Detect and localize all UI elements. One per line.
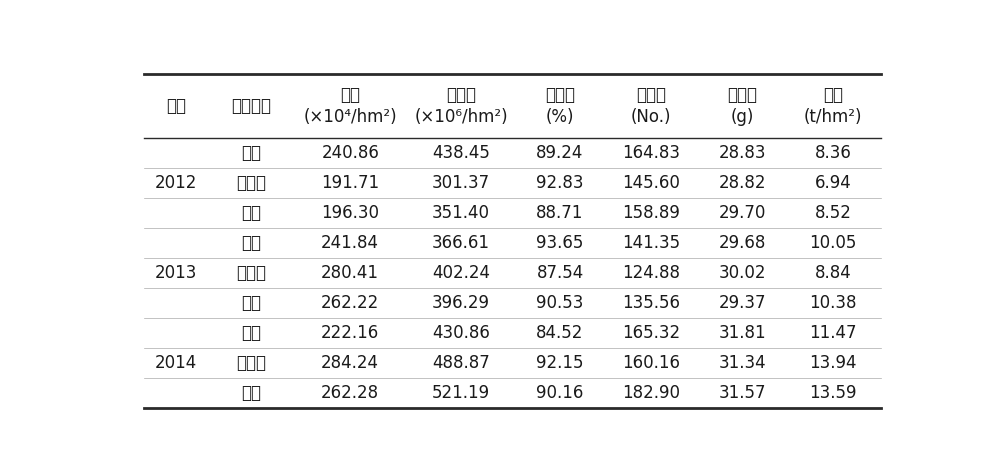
Text: 2013: 2013 [155, 264, 197, 282]
Text: 301.37: 301.37 [432, 174, 490, 192]
Text: 284.24: 284.24 [321, 354, 379, 372]
Text: 182.90: 182.90 [622, 384, 680, 402]
Text: 机直播: 机直播 [236, 264, 266, 282]
Text: 87.54: 87.54 [536, 264, 584, 282]
Text: 10.05: 10.05 [809, 234, 857, 252]
Text: 366.61: 366.61 [432, 234, 490, 252]
Text: (No.): (No.) [631, 108, 671, 126]
Text: 240.86: 240.86 [321, 144, 379, 162]
Text: 93.65: 93.65 [536, 234, 584, 252]
Text: 430.86: 430.86 [432, 324, 490, 342]
Text: 124.88: 124.88 [622, 264, 680, 282]
Text: 2012: 2012 [155, 174, 197, 192]
Text: 191.71: 191.71 [321, 174, 379, 192]
Text: 机直播: 机直播 [236, 174, 266, 192]
Text: 141.35: 141.35 [622, 234, 680, 252]
Text: 262.28: 262.28 [321, 384, 379, 402]
Text: 84.52: 84.52 [536, 324, 584, 342]
Text: 145.60: 145.60 [622, 174, 680, 192]
Text: 年份: 年份 [166, 97, 186, 115]
Text: 31.34: 31.34 [718, 354, 766, 372]
Text: 241.84: 241.84 [321, 234, 379, 252]
Text: 8.84: 8.84 [815, 264, 851, 282]
Text: 31.57: 31.57 [718, 384, 766, 402]
Text: 164.83: 164.83 [622, 144, 680, 162]
Text: 92.83: 92.83 [536, 174, 584, 192]
Text: 2014: 2014 [155, 354, 197, 372]
Text: 89.24: 89.24 [536, 144, 584, 162]
Text: (g): (g) [730, 108, 754, 126]
Text: 30.02: 30.02 [718, 264, 766, 282]
Text: 262.22: 262.22 [321, 294, 379, 312]
Text: 机插: 机插 [241, 324, 261, 342]
Text: 颖花数: 颖花数 [446, 86, 476, 104]
Text: 135.56: 135.56 [622, 294, 680, 312]
Text: 手插: 手插 [241, 384, 261, 402]
Text: 90.16: 90.16 [536, 384, 584, 402]
Text: (×10⁴/hm²): (×10⁴/hm²) [303, 108, 397, 126]
Text: 92.15: 92.15 [536, 354, 584, 372]
Text: 196.30: 196.30 [321, 204, 379, 222]
Text: 165.32: 165.32 [622, 324, 680, 342]
Text: 158.89: 158.89 [622, 204, 680, 222]
Text: 手插: 手插 [241, 204, 261, 222]
Text: 31.81: 31.81 [718, 324, 766, 342]
Text: 10.38: 10.38 [809, 294, 857, 312]
Text: 8.52: 8.52 [815, 204, 852, 222]
Text: 机直播: 机直播 [236, 354, 266, 372]
Text: (t/hm²): (t/hm²) [804, 108, 862, 126]
Text: 351.40: 351.40 [432, 204, 490, 222]
Text: 438.45: 438.45 [432, 144, 490, 162]
Text: 播栽方式: 播栽方式 [231, 97, 271, 115]
Text: 产量: 产量 [823, 86, 843, 104]
Text: 千粒重: 千粒重 [727, 86, 757, 104]
Text: 90.53: 90.53 [536, 294, 584, 312]
Text: 穗数: 穗数 [340, 86, 360, 104]
Text: (×10⁶/hm²): (×10⁶/hm²) [414, 108, 508, 126]
Text: 29.68: 29.68 [718, 234, 766, 252]
Text: 8.36: 8.36 [815, 144, 852, 162]
Text: 机插: 机插 [241, 234, 261, 252]
Text: 28.82: 28.82 [718, 174, 766, 192]
Text: 手插: 手插 [241, 294, 261, 312]
Text: 28.83: 28.83 [718, 144, 766, 162]
Text: 13.94: 13.94 [809, 354, 857, 372]
Text: 6.94: 6.94 [815, 174, 851, 192]
Text: 机插: 机插 [241, 144, 261, 162]
Text: 29.70: 29.70 [718, 204, 766, 222]
Text: 88.71: 88.71 [536, 204, 584, 222]
Text: 222.16: 222.16 [321, 324, 379, 342]
Text: 160.16: 160.16 [622, 354, 680, 372]
Text: 396.29: 396.29 [432, 294, 490, 312]
Text: 488.87: 488.87 [432, 354, 490, 372]
Text: 13.59: 13.59 [809, 384, 857, 402]
Text: 结实率: 结实率 [545, 86, 575, 104]
Text: 280.41: 280.41 [321, 264, 379, 282]
Text: 穗粒数: 穗粒数 [636, 86, 666, 104]
Text: 11.47: 11.47 [809, 324, 857, 342]
Text: 521.19: 521.19 [432, 384, 490, 402]
Text: 402.24: 402.24 [432, 264, 490, 282]
Text: 29.37: 29.37 [718, 294, 766, 312]
Text: (%): (%) [546, 108, 574, 126]
